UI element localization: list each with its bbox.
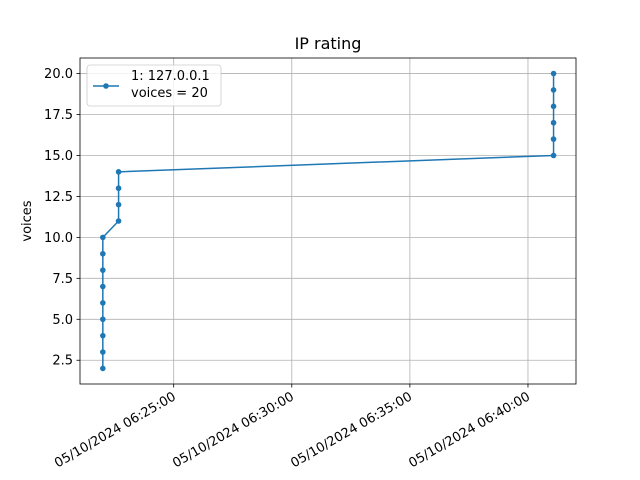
data-point <box>550 136 557 142</box>
series-layer <box>100 70 557 372</box>
data-point <box>550 87 557 93</box>
data-point <box>550 119 557 126</box>
data-point <box>100 250 106 257</box>
data-point <box>100 332 106 339</box>
data-point <box>550 152 557 159</box>
data-point <box>100 267 106 273</box>
data-point <box>115 185 122 192</box>
y-tick-label: 15.0 <box>44 149 73 164</box>
y-tick-label: 10.0 <box>44 231 73 246</box>
y-tick-label: 20.0 <box>44 67 73 82</box>
data-point <box>100 349 106 355</box>
data-point <box>100 316 106 323</box>
axes-frame <box>79 57 577 385</box>
legend-label-line-1: 1: 127.0.0.1 <box>131 69 210 84</box>
y-tick-label: 17.5 <box>44 108 73 123</box>
data-point <box>115 218 122 224</box>
y-axis: 2.5 5.0 7.5 10.0 12.5 15.0 17.5 20.0 <box>44 67 80 369</box>
data-point <box>100 234 106 241</box>
data-point <box>115 201 122 208</box>
y-tick-label: 5.0 <box>52 313 73 328</box>
data-point <box>550 70 557 77</box>
data-point <box>100 283 106 290</box>
y-axis-label: voices <box>20 200 35 241</box>
data-point <box>100 300 106 306</box>
legend-box <box>86 64 222 107</box>
y-tick-label: 7.5 <box>52 272 73 287</box>
legend-label-line-2: voices = 20 <box>131 86 208 101</box>
plot-area <box>80 58 576 384</box>
y-tick-label: 12.5 <box>44 190 73 205</box>
chart-title: IP rating <box>295 34 362 53</box>
data-point <box>100 365 106 372</box>
y-tick-label: 2.5 <box>52 354 73 369</box>
data-point <box>115 169 122 175</box>
legend: 1: 127.0.0.1 voices = 20 <box>86 64 222 107</box>
legend-point-marker <box>103 83 109 89</box>
data-point <box>550 103 557 110</box>
